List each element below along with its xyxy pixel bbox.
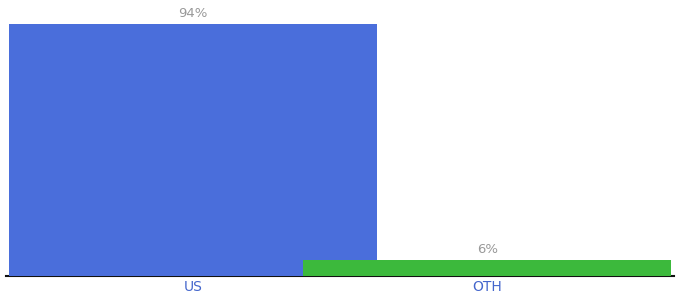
Text: 94%: 94%	[178, 7, 207, 20]
Bar	[9, 24, 377, 276]
Bar	[303, 260, 671, 276]
Text: 6%: 6%	[477, 242, 498, 256]
